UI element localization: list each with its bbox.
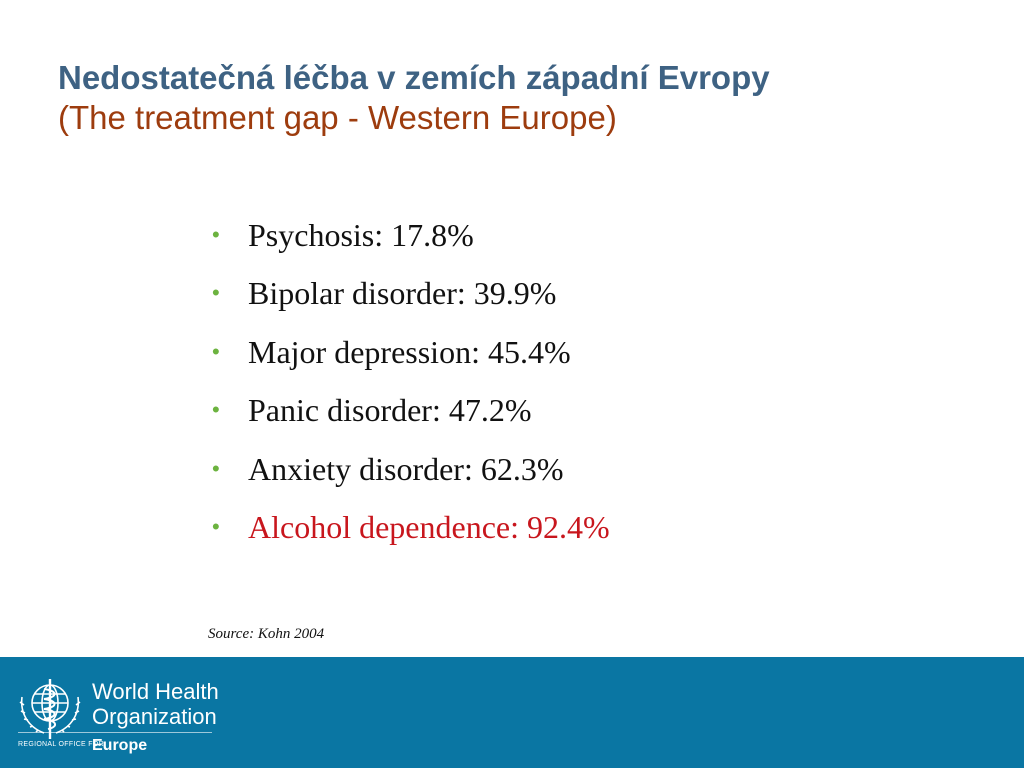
bullet-text: Psychosis: 17.8% xyxy=(248,217,474,253)
bullet-item: • Panic disorder: 47.2% xyxy=(212,385,610,443)
bullet-item: • Major depression: 45.4% xyxy=(212,327,610,385)
bullet-text: Panic disorder: 47.2% xyxy=(248,392,532,429)
who-name: World Health Organization xyxy=(92,679,219,729)
title-main: Nedostatečná léčba v zemích západní Evro… xyxy=(58,59,770,96)
bullet-text: Major depression: 45.4% xyxy=(248,333,571,370)
bullet-item: • Anxiety disorder: 62.3% xyxy=(212,444,610,502)
slide-title: Nedostatečná léčba v zemích západní Evro… xyxy=(58,58,770,138)
who-region-name: Europe xyxy=(92,737,148,754)
bullet-list: • Psychosis: 17.8% • Bipolar disorder: 39.… xyxy=(212,210,610,560)
who-regional-label: REGIONAL OFFICE FOR xyxy=(18,741,104,748)
bullet-item-highlighted: • Alcohol dependence: 92.4% xyxy=(212,502,610,560)
bullet-dot-icon: • xyxy=(212,338,220,364)
bullet-text: Anxiety disorder: 62.3% xyxy=(248,450,564,487)
bullet-item: • Bipolar disorder: 39.9% xyxy=(212,268,610,326)
footer-divider xyxy=(18,732,212,733)
bullet-item: • Psychosis: 17.8% xyxy=(212,210,610,268)
bullet-dot-icon: • xyxy=(212,397,220,423)
bullet-text: Bipolar disorder: 39.9% xyxy=(248,275,557,312)
bullet-dot-icon: • xyxy=(212,513,220,539)
footer-bar: World Health Organization REGIONAL OFFIC… xyxy=(0,657,1024,768)
title-subtitle: (The treatment gap - Western Europe) xyxy=(58,99,617,136)
source-citation: Source: Kohn 2004 xyxy=(208,626,325,642)
bullet-dot-icon: • xyxy=(212,280,220,306)
bullet-dot-icon: • xyxy=(212,222,220,247)
who-name-line1: World Health xyxy=(92,679,219,704)
bullet-text: Alcohol dependence: 92.4% xyxy=(248,508,610,545)
bullet-dot-icon: • xyxy=(212,455,220,481)
who-name-line2: Organization xyxy=(92,704,217,729)
who-emblem-icon xyxy=(19,679,81,739)
